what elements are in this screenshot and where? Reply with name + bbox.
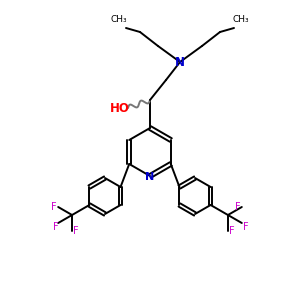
Text: F: F [53,222,59,232]
Text: HO: HO [110,101,130,115]
Text: CH₃: CH₃ [111,16,127,25]
Text: CH₃: CH₃ [233,16,249,25]
Text: F: F [73,226,79,236]
Text: N: N [146,172,154,182]
Text: F: F [229,226,235,236]
Text: F: F [51,202,57,212]
Text: N: N [175,56,185,68]
Text: F: F [235,202,241,212]
Text: F: F [243,222,249,232]
